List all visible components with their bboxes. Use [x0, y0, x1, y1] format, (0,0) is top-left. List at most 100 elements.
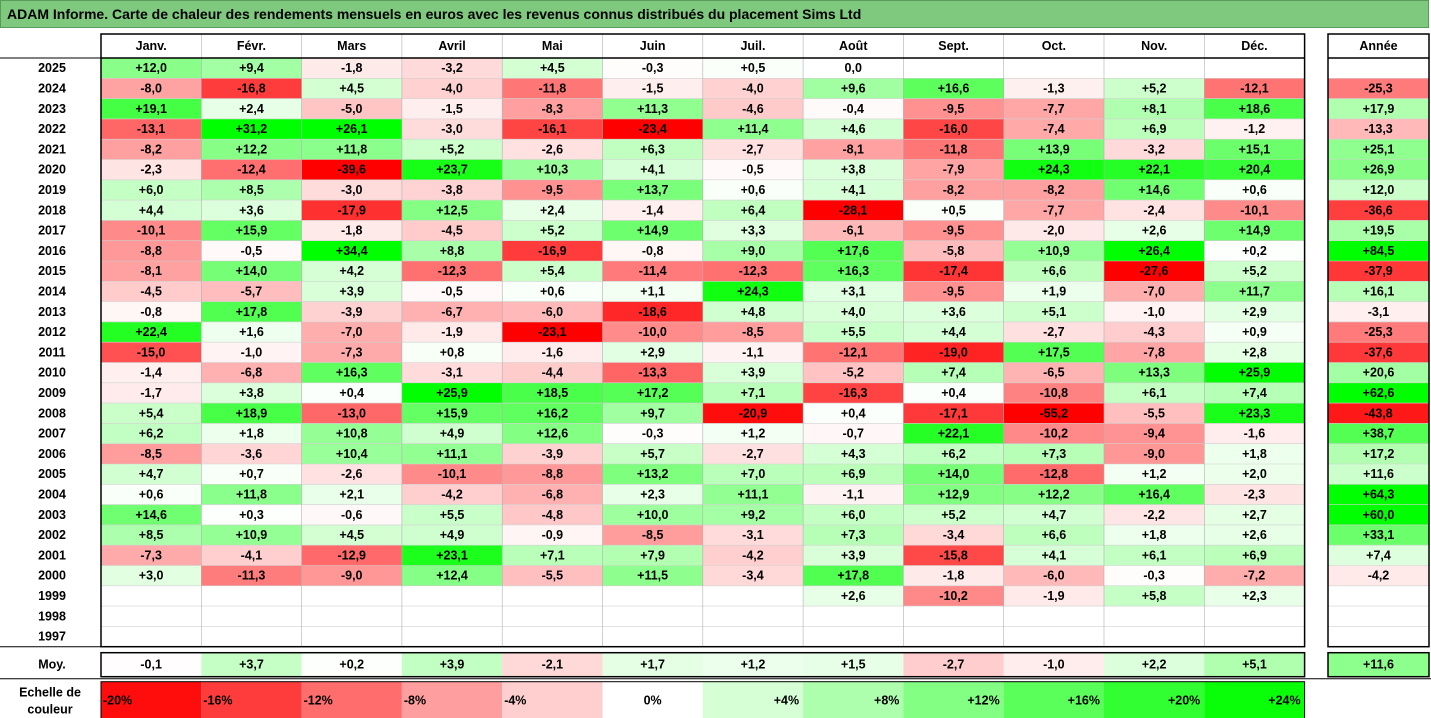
heatmap-cell: [803, 78, 904, 99]
cell-value: +3,1: [841, 284, 866, 298]
cell-value: -23,4: [638, 122, 667, 136]
heatmap-cell: [803, 565, 904, 586]
cell-value: -0,8: [140, 305, 162, 319]
cell-value: -2,7: [1043, 325, 1065, 339]
cell-value: -12,8: [1040, 467, 1069, 481]
heatmap-cell: [301, 281, 402, 302]
heatmap-cell: [101, 545, 202, 566]
heatmap-cell: [401, 403, 503, 424]
heatmap-cell: [803, 220, 904, 241]
cell-value: +6,6: [1042, 264, 1067, 278]
heatmap-cell: [1104, 200, 1205, 221]
column-header: Mai: [542, 39, 563, 53]
grid-border: [100, 33, 1306, 648]
heatmap-cell: [1104, 179, 1205, 201]
heatmap-cell: [702, 382, 804, 404]
heatmap-cell: [401, 78, 503, 99]
heatmap-cell: [502, 98, 603, 119]
cell-value: -1,6: [542, 345, 564, 359]
cell-value: -8,8: [140, 244, 162, 258]
heatmap-cell: [903, 301, 1004, 322]
cell-value: +0,6: [139, 487, 164, 501]
cell-value: +17,6: [837, 244, 869, 258]
heatmap-cell: [502, 159, 603, 180]
cell-value: +4,0: [841, 305, 866, 319]
cell-value: -2,3: [1244, 487, 1266, 501]
cell-value: -1,5: [642, 81, 664, 95]
annual-value: +11,6: [1363, 467, 1394, 481]
heatmap-cell: [702, 585, 804, 607]
heatmap-cell: [602, 240, 703, 261]
cell-value: -8,1: [842, 142, 864, 156]
cell-value: -5,2: [842, 366, 864, 380]
cell-value: +3,0: [139, 569, 164, 583]
heatmap-cell: [803, 301, 904, 322]
cell-value: +6,4: [741, 203, 766, 217]
heatmap-cell: [1204, 545, 1305, 566]
heatmap-cell: [602, 524, 703, 546]
cell-value: -3,1: [742, 528, 764, 542]
heatmap-cell: [1104, 261, 1205, 282]
annual-value: +64,3: [1363, 487, 1395, 501]
year-label: 2004: [38, 487, 66, 501]
heatmap-cell: [1104, 606, 1205, 627]
heatmap-cell: [702, 403, 804, 424]
heatmap-cell: [1003, 504, 1104, 525]
heatmap-cell: [301, 464, 402, 485]
cell-value: +12,6: [537, 427, 569, 441]
annual-cell: [1328, 240, 1429, 261]
heatmap-cell: [401, 301, 503, 322]
scale-swatch-label: +20%: [1168, 694, 1200, 708]
heatmap-cell: [101, 342, 202, 363]
cell-value: +6,3: [640, 142, 665, 156]
cell-value: -1,9: [441, 325, 463, 339]
annual-cell: [1328, 342, 1429, 363]
heatmap-cell: [903, 342, 1004, 363]
heatmap-cell: [301, 78, 402, 99]
heatmap-cell: [401, 98, 503, 119]
year-label: 2025: [38, 61, 66, 75]
annual-cell: [1328, 200, 1429, 221]
heatmap-cell: [1003, 484, 1104, 505]
cell-value: -3,9: [542, 447, 564, 461]
average-cell: [1204, 652, 1305, 677]
heatmap-cell: [602, 159, 703, 180]
annual-value: +16,1: [1363, 284, 1395, 298]
cell-value: -15,8: [939, 548, 968, 562]
year-label: 2023: [38, 102, 66, 116]
cell-value: -55,2: [1040, 406, 1069, 420]
cell-value: +10,9: [1038, 244, 1070, 258]
heatmap-cell: [301, 301, 402, 322]
cell-value: +25,9: [436, 386, 468, 400]
heatmap-cell: [301, 240, 402, 261]
annual-cell: [1328, 261, 1429, 282]
cell-value: +11,1: [737, 487, 768, 501]
heatmap-cell: [903, 159, 1004, 180]
cell-value: +11,4: [737, 122, 768, 136]
annual-cell: [1328, 585, 1429, 607]
heatmap-cell: [602, 504, 703, 525]
heatmap-chart: Janv. Févr. Mars Avril Mai Juin Juil. Août Sept.…: [0, 28, 1431, 718]
heatmap-cell: [1104, 220, 1205, 241]
heatmap-cell: [1104, 342, 1205, 363]
heatmap-cell: [803, 585, 904, 607]
cell-value: -16,3: [839, 386, 868, 400]
heatmap-cell: [201, 484, 302, 505]
cell-value: +6,9: [1142, 122, 1167, 136]
average-cell: [401, 652, 503, 677]
heatmap-cell: [502, 464, 603, 485]
heatmap-cell: [502, 321, 603, 343]
heatmap-cell: [201, 626, 302, 647]
annual-cell: [1328, 139, 1429, 160]
heatmap-cell: [1104, 626, 1205, 647]
heatmap-cell: [1204, 585, 1305, 607]
average-value: -2,7: [943, 658, 965, 672]
heatmap-cell: [702, 342, 804, 363]
average-label: Moy.: [38, 658, 66, 672]
heatmap-cell: [1003, 159, 1104, 180]
cell-value: +13,9: [1038, 142, 1070, 156]
heatmap-cell: [101, 504, 202, 525]
scale-swatch-label: +8%: [874, 694, 899, 708]
cell-value: +2,6: [1142, 224, 1167, 238]
cell-value: +15,1: [1239, 142, 1271, 156]
